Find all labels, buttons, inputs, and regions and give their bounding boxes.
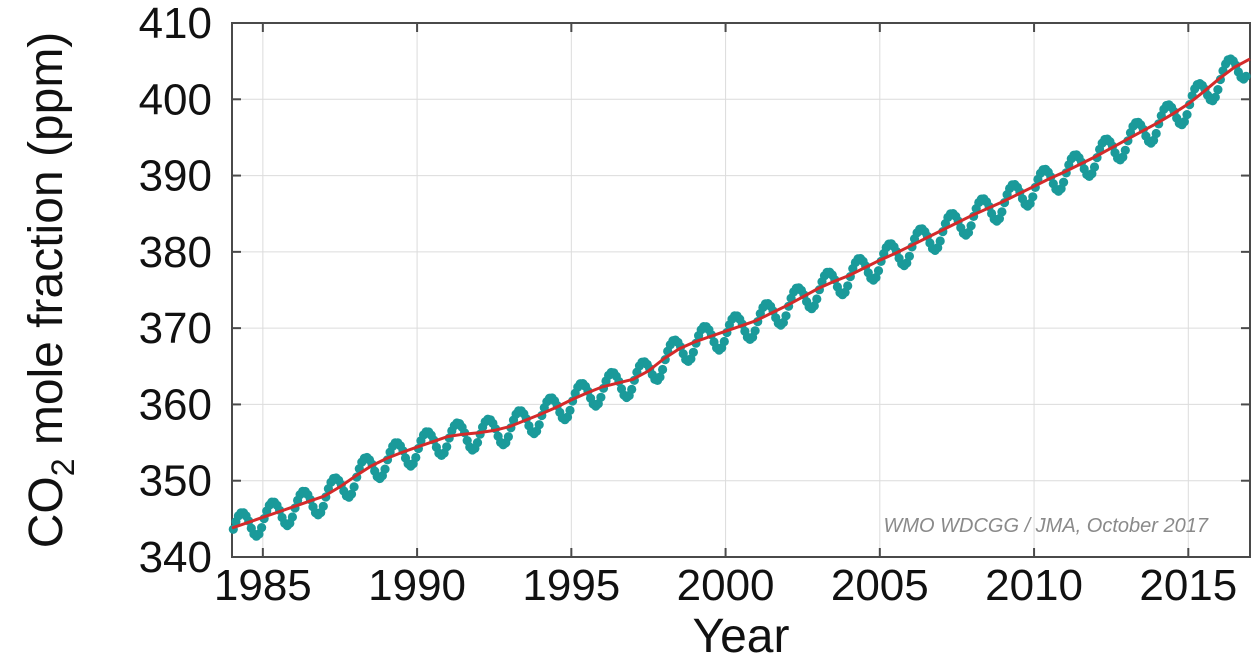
trend-line — [231, 57, 1251, 530]
monthly-point — [1213, 85, 1223, 95]
x-tick-label: 2005 — [831, 561, 929, 610]
x-tick-label: 1990 — [368, 561, 466, 610]
monthly-point — [1028, 192, 1038, 202]
monthly-point — [442, 442, 452, 452]
monthly-point — [904, 251, 915, 261]
monthly-point — [503, 432, 513, 442]
y-tick-label: 390 — [139, 152, 212, 201]
monthly-point — [380, 464, 390, 474]
monthly-point — [719, 336, 729, 347]
y-tick-label: 370 — [139, 304, 212, 353]
monthly-point — [1241, 71, 1251, 81]
monthly-point — [411, 452, 421, 463]
monthly-point — [1059, 177, 1069, 187]
monthly-point — [1149, 135, 1159, 145]
x-axis-title: Year — [693, 610, 790, 660]
monthly-point — [1120, 145, 1130, 155]
axis-ticks — [232, 22, 1250, 558]
monthly-point — [688, 347, 699, 357]
y-axis-title: CO2 mole fraction (ppm) — [20, 32, 81, 549]
x-tick-label: 1985 — [214, 561, 312, 610]
monthly-point — [966, 221, 976, 231]
monthly-point — [627, 384, 637, 394]
monthly-point — [257, 523, 267, 533]
monthly-point — [472, 438, 483, 448]
gridlines — [232, 23, 1250, 557]
monthly-point — [935, 236, 945, 246]
monthly-point — [346, 489, 357, 499]
monthly-point — [750, 326, 760, 336]
monthly-point — [655, 372, 665, 382]
x-tick-label: 2015 — [1139, 561, 1237, 610]
monthly-point — [781, 311, 791, 321]
x-tick-label: 2000 — [677, 561, 775, 610]
y-axis-title-subscript: 2 — [45, 459, 81, 477]
y-axis-title-prefix: CO — [20, 476, 73, 548]
monthly-point — [534, 420, 544, 430]
monthly-point — [843, 281, 853, 291]
monthly-points-series — [228, 54, 1251, 541]
plot-frame — [231, 22, 1251, 558]
y-tick-label: 380 — [139, 228, 212, 277]
monthly-point — [1182, 110, 1192, 120]
monthly-point — [349, 482, 359, 492]
y-tick-label: 410 — [139, 0, 212, 48]
monthly-point — [873, 266, 884, 276]
y-axis-title-suffix: mole fraction (ppm) — [20, 32, 73, 459]
monthly-point — [1179, 117, 1189, 127]
monthly-point — [287, 512, 297, 522]
monthly-point — [1151, 128, 1161, 139]
monthly-point — [1089, 162, 1100, 172]
source-credit: WMO WDCGG / JMA, October 2017 — [883, 515, 1208, 537]
monthly-point — [596, 392, 606, 402]
monthly-point — [997, 207, 1007, 217]
monthly-point — [658, 364, 668, 375]
x-tick-label: 2010 — [985, 561, 1083, 610]
x-tick-label: 1995 — [522, 561, 620, 610]
monthly-point — [318, 501, 328, 511]
y-tick-label: 350 — [139, 457, 212, 506]
y-tick-label: 340 — [139, 533, 212, 582]
monthly-point — [812, 294, 822, 304]
axis-labels: 1985 1990 1995 2000 2005 2010 2015 340 350 360 370… — [139, 0, 1238, 610]
monthly-point — [809, 301, 819, 311]
y-tick-label: 400 — [139, 75, 212, 124]
monthly-point — [565, 405, 575, 415]
monthly-point — [1210, 92, 1220, 102]
y-tick-label: 360 — [139, 380, 212, 429]
